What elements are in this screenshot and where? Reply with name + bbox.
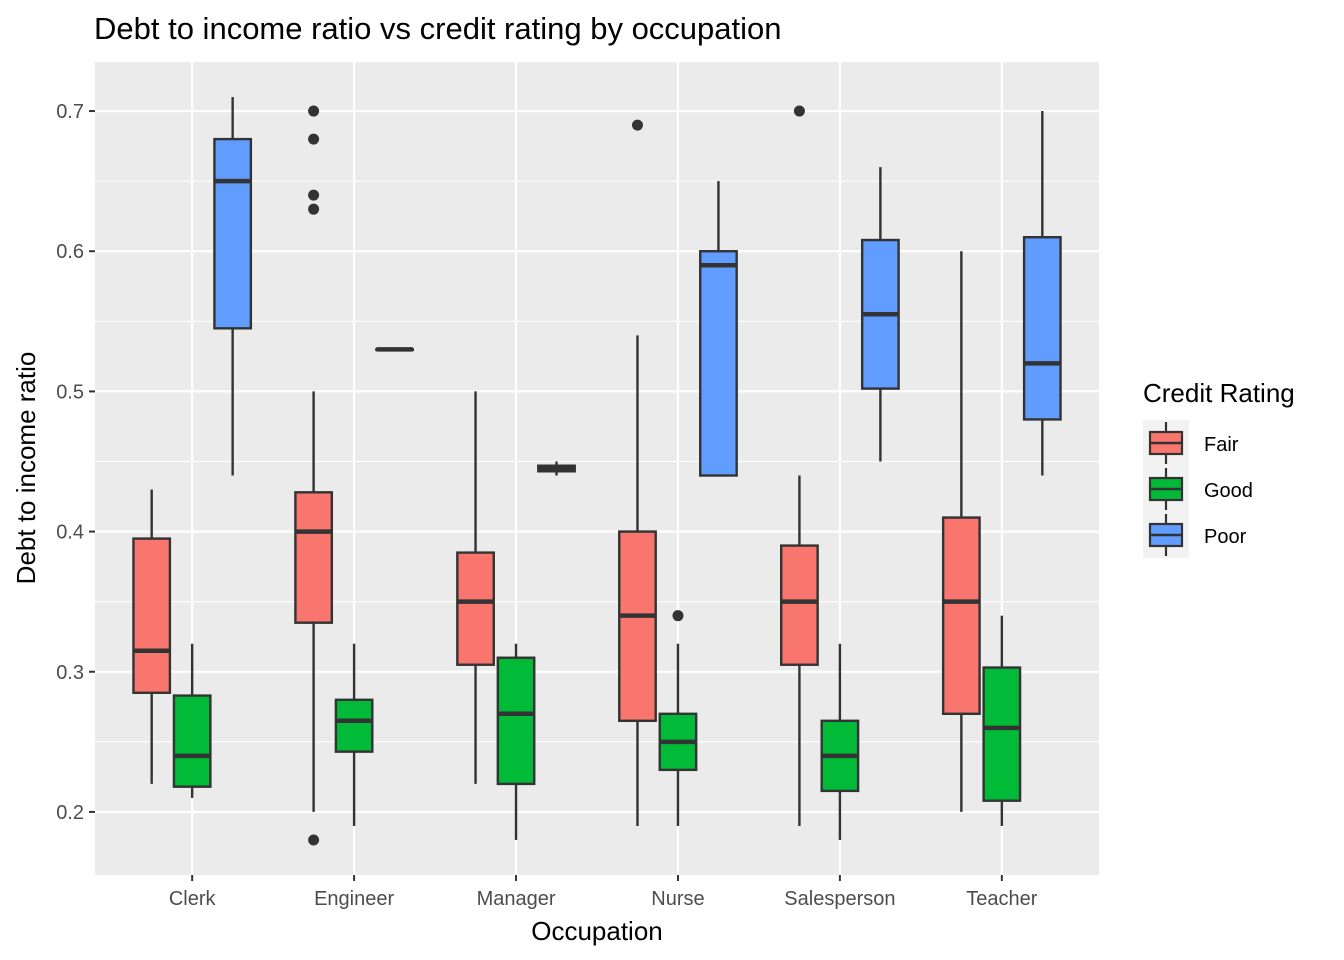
y-axis: 0.2 0.3 0.4 0.5 0.6 0.7 xyxy=(56,101,95,824)
box-good-teacher xyxy=(982,615,1022,826)
box-good-nurse xyxy=(658,610,698,826)
legend-title: Credit Rating xyxy=(1143,378,1295,408)
box-poor-engineer xyxy=(375,347,414,352)
box-poor-teacher xyxy=(1022,111,1062,476)
outlier-point xyxy=(793,105,805,117)
box-fair-salesperson xyxy=(780,105,819,826)
box-fair-clerk xyxy=(132,489,172,784)
y-tick-label: 0.6 xyxy=(56,241,84,263)
legend-label: Good xyxy=(1204,480,1253,502)
y-tick-label: 0.3 xyxy=(56,662,84,684)
box-iqr xyxy=(699,250,738,477)
y-tick-label: 0.2 xyxy=(56,802,84,824)
outlier-point xyxy=(308,203,320,215)
box-poor-nurse xyxy=(699,181,738,477)
x-tick-label: Teacher xyxy=(966,888,1037,910)
box-fair-manager xyxy=(456,391,495,784)
x-tick-label: Clerk xyxy=(169,888,217,910)
box-iqr xyxy=(456,551,495,666)
y-tick-label: 0.5 xyxy=(56,381,84,403)
x-tick-label: Nurse xyxy=(651,888,704,910)
box-poor-manager xyxy=(537,461,576,476)
box-iqr xyxy=(496,656,536,786)
x-tick-label: Engineer xyxy=(314,888,394,910)
y-axis-title: Debt to income ratio xyxy=(11,352,41,585)
legend-item-fair: Fair xyxy=(1143,420,1239,466)
box-iqr xyxy=(780,544,819,666)
legend-label: Poor xyxy=(1204,526,1247,548)
grid-major xyxy=(95,62,1099,875)
legend: Credit Rating Fair Good Poor xyxy=(1143,378,1295,558)
x-tick-label: Salesperson xyxy=(784,888,895,910)
plot-panel xyxy=(95,62,1099,875)
box-good-manager xyxy=(496,643,536,840)
outlier-point xyxy=(672,610,684,622)
chart-title: Debt to income ratio vs credit rating by… xyxy=(94,11,782,46)
y-tick-label: 0.7 xyxy=(56,101,84,123)
box-iqr xyxy=(1022,236,1062,421)
x-axis: Clerk Engineer Manager Nurse Salesperson Teac… xyxy=(169,875,1038,910)
box-fair-nurse xyxy=(618,119,657,826)
box-poor-salesperson xyxy=(860,167,900,462)
box-iqr xyxy=(213,137,253,330)
x-tick-label: Manager xyxy=(477,888,556,910)
legend-label: Fair xyxy=(1204,434,1239,456)
box-good-salesperson xyxy=(820,643,860,840)
box-fair-teacher xyxy=(941,251,981,812)
outlier-point xyxy=(308,189,320,201)
box-layer xyxy=(132,97,1062,846)
box-iqr xyxy=(294,491,334,624)
box-good-clerk xyxy=(172,643,212,798)
box-iqr xyxy=(618,530,657,723)
box-iqr xyxy=(982,666,1022,802)
legend-item-good: Good xyxy=(1143,466,1253,512)
box-fair-engineer xyxy=(294,105,334,846)
outlier-point xyxy=(308,133,320,145)
box-good-engineer xyxy=(334,643,374,826)
legend-item-poor: Poor xyxy=(1143,512,1247,558)
grid-minor xyxy=(95,180,1099,743)
box-iqr xyxy=(172,694,212,788)
outlier-point xyxy=(631,119,643,131)
outlier-point xyxy=(308,834,320,846)
box-poor-clerk xyxy=(213,97,253,476)
box-iqr xyxy=(334,698,374,753)
box-iqr xyxy=(941,516,981,716)
y-tick-label: 0.4 xyxy=(56,522,84,544)
x-axis-title: Occupation xyxy=(531,916,663,946)
box-iqr xyxy=(132,537,172,694)
outlier-point xyxy=(308,105,320,117)
